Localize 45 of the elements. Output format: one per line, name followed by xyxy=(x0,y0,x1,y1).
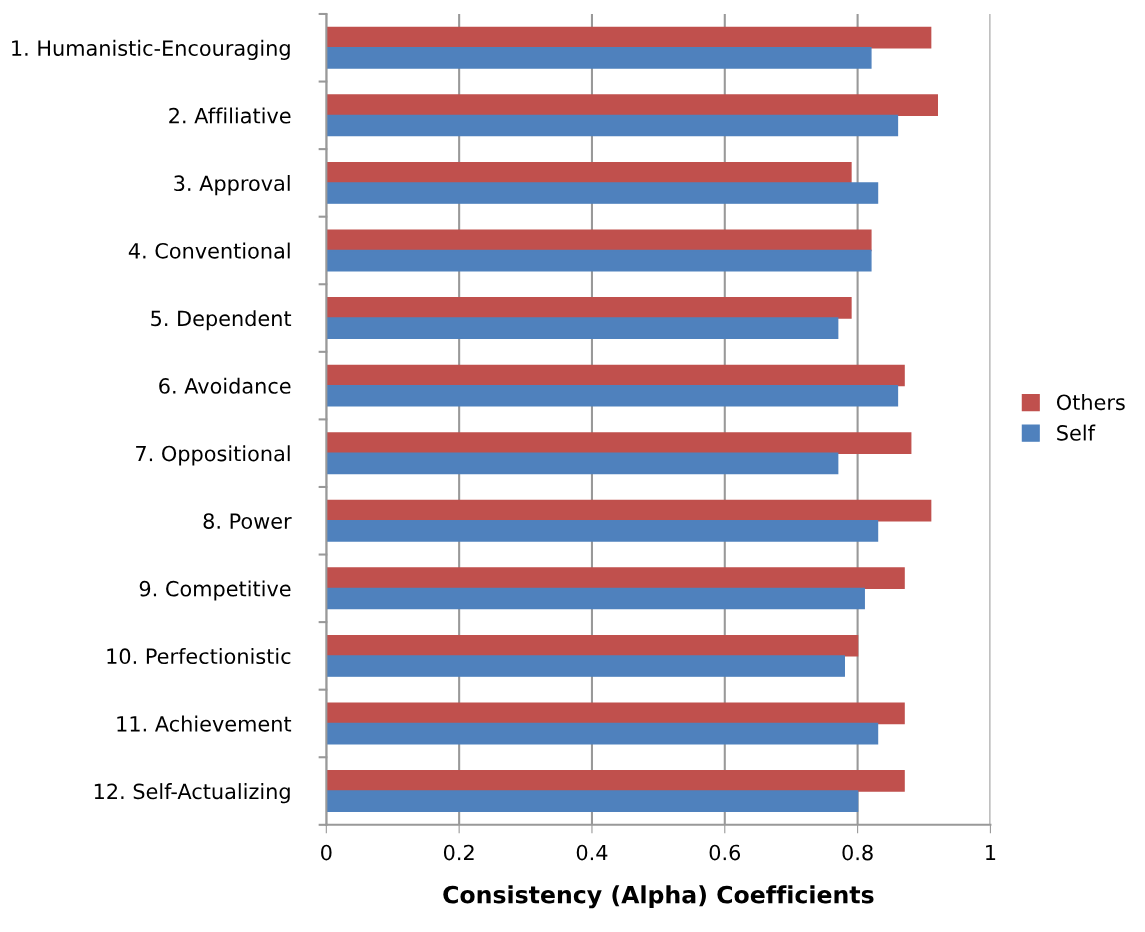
y-tick-label: 8. Power xyxy=(203,513,292,529)
y-tick-label: 3. Approval xyxy=(174,174,290,196)
y-tick-label: 1. Humanistic-Encouraging xyxy=(12,39,290,61)
bar xyxy=(326,499,932,522)
bar xyxy=(326,520,879,542)
bar xyxy=(326,364,905,387)
y-tick-label: 12. Self-Actualizing xyxy=(94,783,290,804)
bar xyxy=(326,567,905,590)
bar xyxy=(326,94,938,117)
bar xyxy=(326,722,879,745)
y-tick-label: 9. Competitive xyxy=(139,580,291,601)
legend-label: Others xyxy=(1056,394,1125,411)
bar xyxy=(326,47,872,69)
bar xyxy=(326,182,879,204)
bar xyxy=(326,249,872,272)
x-tick-label: 0.6 xyxy=(709,844,741,861)
bar xyxy=(326,432,912,454)
y-tick-label: 5. Dependent xyxy=(151,310,292,331)
x-tick-label: 0.8 xyxy=(842,844,873,861)
bar xyxy=(326,26,932,49)
bar xyxy=(326,770,905,792)
legend-label: Self xyxy=(1057,424,1096,441)
bar xyxy=(326,384,899,407)
bar xyxy=(326,114,899,137)
x-tick-label: 0 xyxy=(321,844,332,861)
bar xyxy=(326,452,839,475)
x-axis-title: Consistency (Alpha) Coefficients xyxy=(443,885,874,909)
bar xyxy=(326,587,865,610)
bar xyxy=(326,317,839,340)
x-tick-label: 0.2 xyxy=(443,844,474,861)
y-tick-label: 10. Perfectionistic xyxy=(107,647,291,665)
y-tick-label: 4. Conventional xyxy=(128,242,290,259)
bar xyxy=(326,297,852,319)
y-tick-label: 11. Achievement xyxy=(117,715,292,732)
y-tick-label: 7. Oppositional xyxy=(136,445,290,466)
bar xyxy=(326,702,905,725)
bar xyxy=(326,634,859,657)
bar xyxy=(326,229,872,252)
y-tick-label: 6. Avoidance xyxy=(159,377,291,394)
bar xyxy=(326,655,846,677)
x-tick-label: 1 xyxy=(986,844,996,861)
bar xyxy=(326,161,852,184)
bar xyxy=(326,790,859,813)
y-tick-label: 2. Affiliative xyxy=(169,107,291,124)
x-tick-label: 0.4 xyxy=(576,844,608,861)
